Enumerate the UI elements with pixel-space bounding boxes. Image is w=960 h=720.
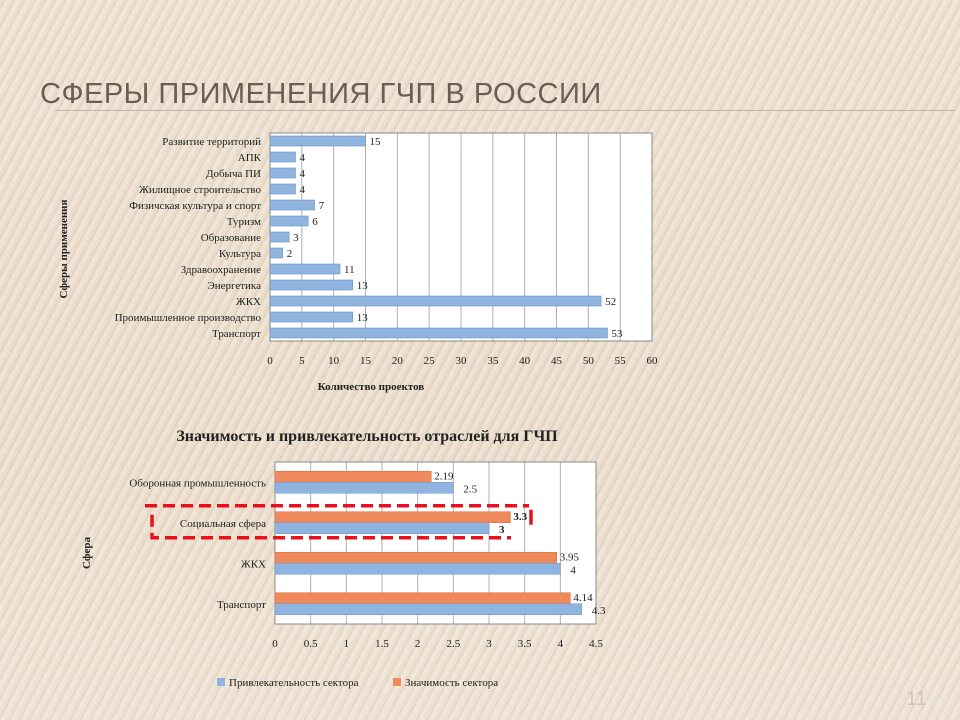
data-label: 2 [287, 248, 293, 260]
data-label: 15 [370, 136, 382, 148]
highlight-frame-bottom [150, 514, 511, 540]
x-tick-label: 30 [456, 355, 468, 367]
category-label: Культура [219, 248, 261, 260]
data-label-attractiveness: 4.3 [592, 605, 606, 617]
category-label: Оборонная промышленность [129, 477, 266, 489]
y-axis-title: Сфера [81, 536, 93, 569]
legend-label: Значимость сектора [405, 677, 498, 689]
sector-significance-chart: Значимость и привлекательность отраслей … [81, 428, 606, 689]
data-label: 53 [611, 328, 623, 340]
category-label: Социальная сфера [180, 518, 266, 530]
x-tick-label: 5 [299, 355, 305, 367]
legend-swatch [393, 678, 401, 686]
bar [269, 199, 315, 211]
title-divider [55, 110, 955, 111]
page-number: 11 [906, 688, 927, 710]
bar [269, 135, 366, 147]
data-label: 13 [357, 312, 369, 324]
plot-border [274, 461, 597, 625]
legend-swatch [217, 678, 225, 686]
x-tick-label: 25 [424, 355, 436, 367]
data-label-significance: 3.95 [560, 551, 580, 563]
x-tick-label: 45 [551, 355, 563, 367]
data-label-significance: 4.14 [573, 592, 593, 604]
bar [269, 279, 354, 291]
x-tick-label: 1 [344, 638, 350, 650]
x-tick-label: 20 [392, 355, 404, 367]
x-tick-label: 15 [360, 355, 372, 367]
y-axis-title: Сферы применения [58, 200, 70, 299]
x-tick-label: 0 [272, 638, 278, 650]
bar [269, 263, 341, 275]
bar [269, 215, 309, 227]
data-label: 6 [312, 216, 318, 228]
x-tick-label: 2.5 [446, 638, 460, 650]
bar [269, 327, 608, 339]
x-tick-label: 0 [267, 355, 273, 367]
bar [269, 167, 296, 179]
legend-label: Привлекательность сектора [229, 677, 359, 689]
bar-significance [274, 471, 432, 483]
category-label: Развитие территорий [162, 136, 261, 148]
category-label: Туризм [227, 216, 261, 228]
data-label: 13 [357, 280, 369, 292]
category-label: АПК [238, 152, 262, 164]
bar-significance [274, 511, 511, 523]
bar-attractiveness [274, 482, 454, 494]
x-tick-label: 60 [647, 355, 659, 367]
bar [269, 295, 602, 307]
bar-attractiveness [274, 563, 561, 575]
data-label: 3 [293, 232, 299, 244]
data-label-attractiveness: 4 [570, 564, 576, 576]
category-label: Проимышленное производство [115, 312, 262, 324]
x-tick-label: 0.5 [304, 638, 318, 650]
category-label: Добыча ПИ [206, 168, 261, 180]
bar-significance [274, 552, 558, 564]
bar-attractiveness [274, 522, 490, 534]
chart-title: Значимость и привлекательность отраслей … [176, 428, 558, 445]
category-label: ЖКХ [241, 558, 266, 570]
x-axis-title: Количество проектов [318, 381, 425, 393]
x-tick-label: 35 [487, 355, 499, 367]
data-label: 11 [344, 264, 355, 276]
category-label: Физичская культура и спорт [129, 200, 261, 212]
data-label-attractiveness: 3 [499, 524, 505, 536]
x-tick-label: 4 [558, 638, 564, 650]
data-label-significance: 2.19 [434, 470, 454, 482]
category-label: Жилищное строительство [139, 184, 261, 196]
x-tick-label: 3.5 [518, 638, 532, 650]
bar [269, 311, 354, 323]
x-tick-label: 55 [615, 355, 627, 367]
x-tick-label: 2 [415, 638, 421, 650]
bar [269, 151, 296, 163]
x-tick-label: 10 [328, 355, 340, 367]
category-label: ЖКХ [236, 296, 261, 308]
data-label: 4 [299, 184, 305, 196]
data-label: 4 [299, 168, 305, 180]
bar [269, 183, 296, 195]
x-tick-label: 50 [583, 355, 595, 367]
projects-bar-chart: 0 5 10 15 20 25 30 35 40 45 50 55 60 15 Развитие терри… [58, 132, 659, 393]
bar [269, 231, 290, 243]
x-tick-label: 3 [486, 638, 492, 650]
bar-attractiveness [274, 603, 582, 615]
x-tick-label: 4.5 [589, 638, 603, 650]
bar [269, 247, 284, 259]
data-label: 4 [299, 152, 305, 164]
category-label: Здравоохранение [181, 264, 261, 276]
slide-title: СФЕРЫ ПРИМЕНЕНИЯ ГЧП В РОССИИ [40, 78, 602, 110]
data-label: 7 [319, 200, 325, 212]
category-label: Образование [201, 232, 261, 244]
data-label-attractiveness: 2.5 [463, 483, 477, 495]
x-tick-label: 40 [519, 355, 531, 367]
x-tick-label: 1.5 [375, 638, 389, 650]
data-label: 52 [605, 296, 616, 308]
category-label: Транспорт [217, 599, 266, 611]
category-label: Энергетика [207, 280, 261, 292]
category-label: Транспорт [212, 328, 261, 340]
bar-significance [274, 592, 571, 604]
data-label-significance: 3.3 [513, 511, 527, 523]
